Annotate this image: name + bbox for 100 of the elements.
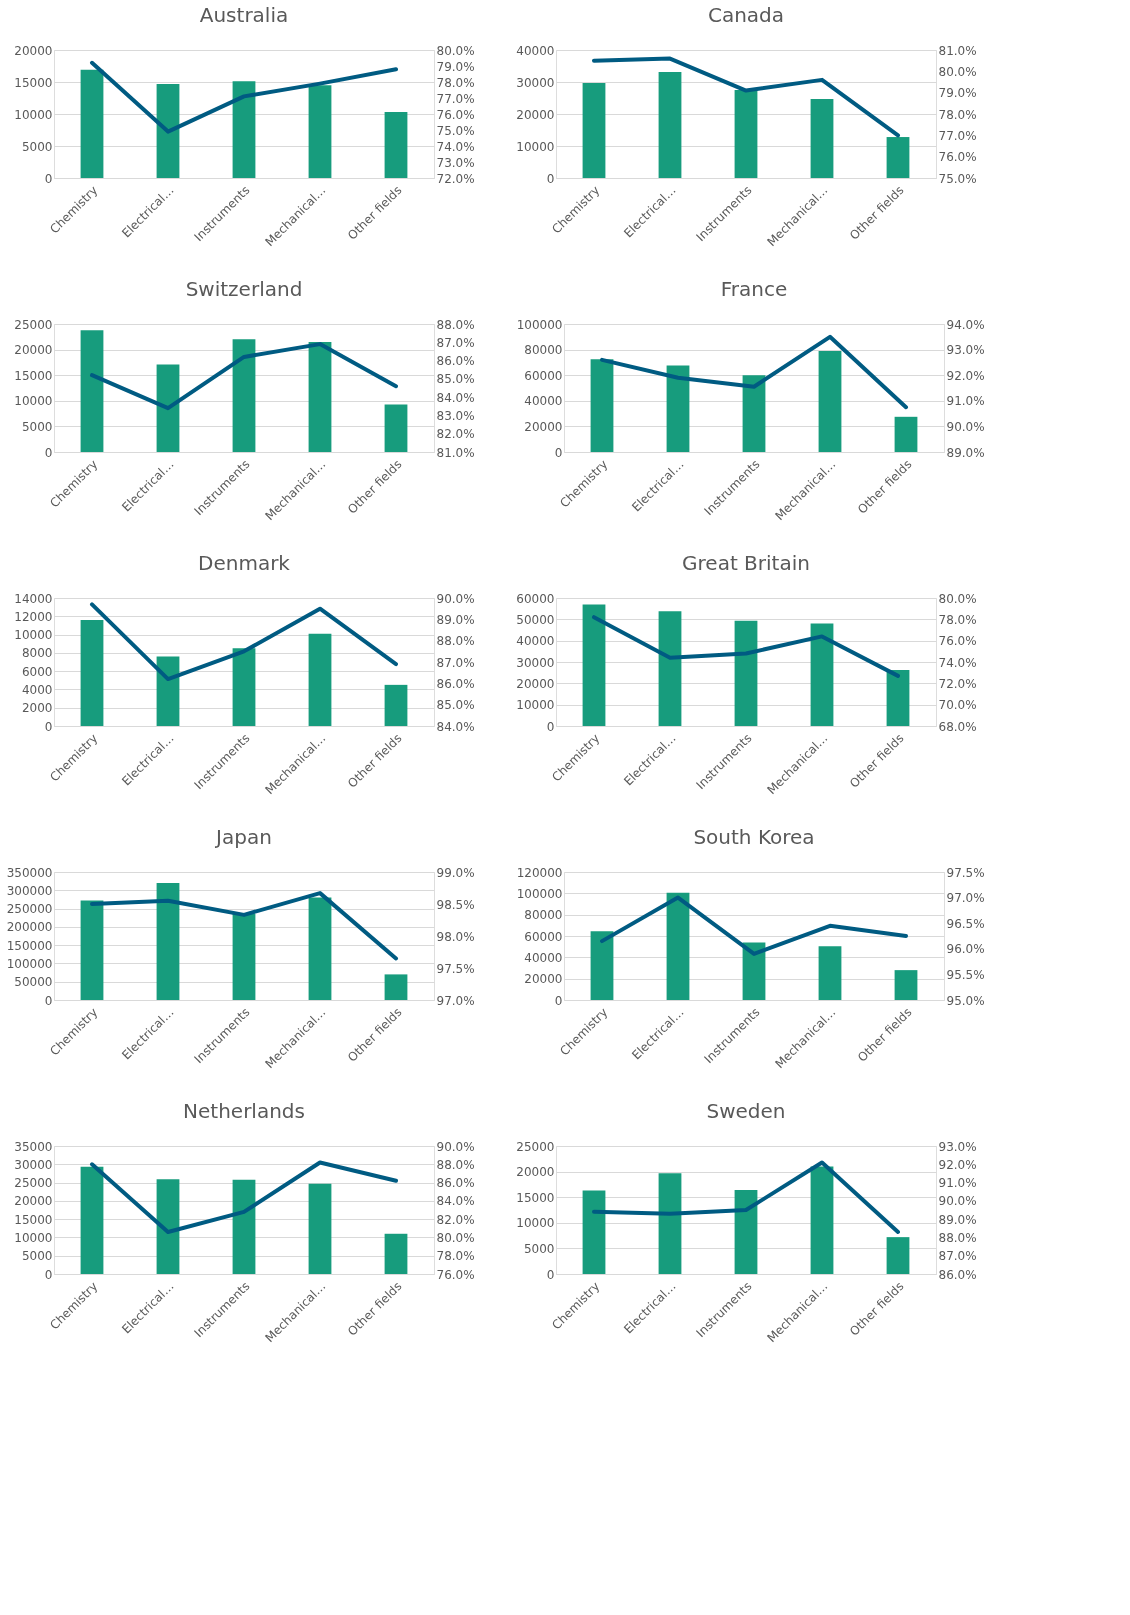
y-tick-label: 4000	[21, 682, 53, 697]
y-tick-label: 20000	[516, 107, 555, 122]
y2-tick-label: 94.0%	[946, 317, 985, 332]
y2-tick-label: 90.0%	[436, 1139, 475, 1154]
line-series	[600, 895, 908, 956]
y2-tick-label: 70.0%	[938, 698, 977, 713]
y-tick-label: 12000	[14, 609, 53, 624]
y2-tick-label: 87.0%	[436, 655, 475, 670]
y2-tick-label: 92.0%	[938, 1157, 977, 1172]
chart-title: Canada	[707, 3, 785, 27]
chart-title: Australia	[199, 3, 289, 27]
y2-tick-label: 78.0%	[938, 107, 977, 122]
y-tick-label: 15000	[14, 368, 53, 383]
y2-tick-label: 88.0%	[436, 1157, 475, 1172]
chart-title: Great Britain	[682, 551, 810, 575]
line-series	[90, 60, 398, 134]
y2-tick-label: 99.0%	[436, 865, 475, 880]
y2-tick-label: 84.0%	[436, 719, 475, 734]
y-tick-label: 25000	[516, 1139, 555, 1154]
y2-tick-label: 79.0%	[436, 59, 475, 74]
y-tick-label: 100000	[516, 886, 563, 901]
y-tick-label: 25000	[14, 1176, 53, 1191]
y-tick-label: 100000	[6, 956, 53, 971]
y-tick-label: 5000	[21, 1249, 53, 1264]
y2-tick-label: 72.0%	[938, 676, 977, 691]
y2-tick-label: 79.0%	[938, 86, 977, 101]
bar	[308, 1183, 332, 1274]
y2-tick-label: 76.0%	[938, 634, 977, 649]
y-tick-label: 0	[554, 993, 563, 1008]
bar	[384, 1233, 408, 1274]
y2-tick-label: 78.0%	[436, 75, 475, 90]
bar	[80, 900, 104, 1000]
bar	[658, 1173, 682, 1274]
line-series	[592, 1160, 900, 1234]
y-tick-label: 10000	[516, 139, 555, 154]
y2-tick-label: 93.0%	[946, 343, 985, 358]
y2-tick-label: 77.0%	[436, 91, 475, 106]
bar	[818, 350, 842, 452]
y2-tick-label: 87.0%	[938, 1249, 977, 1264]
y2-tick-label: 95.0%	[946, 993, 985, 1008]
y-tick-label: 20000	[14, 43, 53, 58]
bar	[894, 970, 918, 1000]
y-tick-label: 5000	[21, 419, 53, 434]
y-tick-label: 2000	[21, 701, 53, 716]
y-tick-label: 40000	[524, 950, 563, 965]
bar	[742, 375, 766, 452]
y2-tick-label: 89.0%	[436, 612, 475, 627]
bar	[582, 82, 606, 178]
y-tick-label: 40000	[524, 394, 563, 409]
chart-title: Netherlands	[183, 1099, 305, 1123]
y2-tick-label: 84.0%	[436, 1194, 475, 1209]
bar	[232, 914, 256, 1000]
bar	[80, 1166, 104, 1274]
bar	[232, 339, 256, 452]
y2-tick-label: 78.0%	[938, 612, 977, 627]
y2-tick-label: 86.0%	[938, 1267, 977, 1282]
y-tick-label: 60000	[524, 929, 563, 944]
y2-tick-label: 97.5%	[436, 961, 475, 976]
y-tick-label: 0	[546, 719, 555, 734]
y2-tick-label: 82.0%	[436, 1212, 475, 1227]
line-series	[592, 615, 900, 678]
y2-tick-label: 90.0%	[946, 419, 985, 434]
bar	[384, 112, 408, 178]
y-tick-label: 0	[554, 445, 563, 460]
y-tick-label: 35000	[14, 1139, 53, 1154]
y2-tick-label: 73.0%	[436, 155, 475, 170]
y-tick-label: 30000	[14, 1157, 53, 1172]
bar	[156, 83, 180, 178]
y2-tick-label: 81.0%	[436, 445, 475, 460]
y2-tick-label: 98.5%	[436, 897, 475, 912]
y2-tick-label: 83.0%	[436, 408, 475, 423]
bar	[886, 670, 910, 726]
bar	[384, 684, 408, 726]
y-tick-label: 8000	[21, 646, 53, 661]
y-tick-label: 80000	[524, 908, 563, 923]
y-tick-label: 200000	[6, 920, 53, 935]
y2-tick-label: 74.0%	[938, 655, 977, 670]
bar	[232, 1179, 256, 1274]
bar	[886, 137, 910, 178]
y2-tick-label: 88.0%	[938, 1230, 977, 1245]
y-tick-label: 60000	[524, 368, 563, 383]
y2-tick-label: 90.0%	[938, 1194, 977, 1209]
bar	[734, 620, 758, 726]
y2-tick-label: 80.0%	[436, 43, 475, 58]
bar	[658, 611, 682, 726]
bar	[734, 90, 758, 178]
chart-title: France	[720, 277, 788, 301]
y-tick-label: 20000	[14, 1194, 53, 1209]
bar	[658, 72, 682, 178]
y-tick-label: 0	[44, 719, 53, 734]
y2-tick-label: 86.0%	[436, 676, 475, 691]
y2-tick-label: 97.5%	[946, 865, 985, 880]
bar	[232, 81, 256, 178]
bar	[666, 365, 690, 452]
y2-tick-label: 96.5%	[946, 916, 985, 931]
y-tick-label: 20000	[516, 1165, 555, 1180]
y-tick-label: 150000	[6, 938, 53, 953]
y2-tick-label: 80.0%	[938, 591, 977, 606]
y-tick-label: 10000	[14, 628, 53, 643]
y2-tick-label: 88.0%	[436, 634, 475, 649]
